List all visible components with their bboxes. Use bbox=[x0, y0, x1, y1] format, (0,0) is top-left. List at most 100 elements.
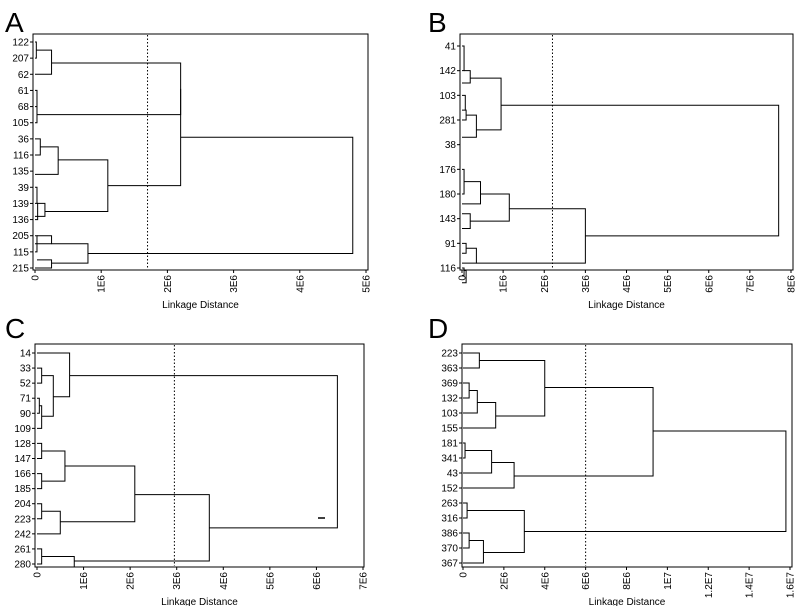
y-tick-label: 280 bbox=[14, 560, 31, 571]
y-tick-label: 39 bbox=[18, 183, 30, 194]
y-tick-label: 132 bbox=[441, 394, 458, 405]
y-tick-label: 103 bbox=[441, 409, 458, 420]
dendrogram-link bbox=[463, 450, 493, 474]
dendrogram-link bbox=[470, 193, 510, 222]
x-tick-label: 0 bbox=[33, 572, 44, 578]
dendrogram-link bbox=[463, 442, 466, 459]
y-tick-label: 205 bbox=[12, 231, 29, 242]
y-tick-label: 142 bbox=[439, 66, 456, 77]
y-tick-label: 207 bbox=[12, 54, 29, 65]
y-tick-label: 139 bbox=[12, 199, 29, 210]
dendrogram-link bbox=[462, 45, 465, 72]
x-tick-label: 6E6 bbox=[581, 572, 592, 590]
y-tick-label: 223 bbox=[441, 349, 458, 360]
y-tick-label: 90 bbox=[20, 409, 32, 420]
x-tick-label: 8E6 bbox=[787, 275, 798, 293]
panel-letter: C bbox=[5, 313, 25, 344]
y-tick-label: 242 bbox=[14, 529, 31, 540]
dendrogram-link bbox=[462, 114, 477, 138]
x-tick-label: 1E6 bbox=[97, 275, 108, 293]
y-tick-label: 71 bbox=[20, 394, 32, 405]
dendrogram-link bbox=[37, 510, 61, 535]
dendrogram-link bbox=[69, 375, 338, 529]
y-tick-label: 68 bbox=[18, 102, 30, 113]
dendrogram-link bbox=[35, 106, 38, 124]
y-tick-label: 386 bbox=[441, 529, 458, 540]
y-tick-label: 215 bbox=[12, 264, 29, 275]
x-tick-label: 5E6 bbox=[265, 572, 276, 590]
dendrogram-link bbox=[41, 375, 54, 417]
y-tick-label: 135 bbox=[12, 167, 29, 178]
dendrogram-link bbox=[501, 104, 780, 237]
x-tick-label: 0 bbox=[459, 572, 470, 578]
dendrogram-link bbox=[462, 168, 465, 195]
y-tick-label: 181 bbox=[441, 439, 458, 450]
x-tick-label: 6E6 bbox=[704, 275, 715, 293]
dendrogram-link bbox=[524, 430, 787, 532]
dendrogram-link bbox=[35, 259, 53, 269]
x-axis-title: Linkage Distance bbox=[162, 300, 239, 311]
x-tick-label: 5E6 bbox=[362, 275, 373, 293]
dendrogram-link bbox=[37, 555, 75, 568]
y-tick-label: 152 bbox=[441, 484, 458, 495]
dendrogram-link bbox=[462, 267, 465, 276]
x-axis-title: Linkage Distance bbox=[161, 597, 238, 606]
y-tick-label: 281 bbox=[439, 116, 456, 127]
y-tick-label: 116 bbox=[440, 264, 456, 275]
x-axis-title: Linkage Distance bbox=[589, 597, 666, 606]
x-tick-label: 8E6 bbox=[622, 572, 633, 590]
y-tick-label: 33 bbox=[20, 364, 32, 375]
x-tick-label: 5E6 bbox=[663, 275, 674, 293]
dendrogram-link bbox=[35, 186, 38, 204]
dendrogram-link bbox=[462, 181, 482, 205]
y-tick-label: 103 bbox=[439, 91, 456, 102]
y-tick-label: 367 bbox=[441, 559, 458, 570]
dendrogram-link bbox=[35, 41, 37, 59]
y-tick-label: 43 bbox=[447, 469, 459, 480]
dendrogram-link bbox=[467, 510, 525, 553]
dendrogram-link bbox=[87, 136, 354, 254]
dendrogram-link bbox=[35, 202, 46, 217]
panel-letter: D bbox=[428, 313, 448, 344]
dendrogram-link bbox=[463, 402, 497, 429]
x-tick-label: 7E6 bbox=[359, 572, 370, 590]
dendrogram-link bbox=[463, 502, 468, 519]
dendrogram-link bbox=[463, 390, 478, 414]
dendrogram-link bbox=[463, 352, 480, 369]
y-tick-label: 36 bbox=[18, 134, 30, 145]
x-tick-label: 2E6 bbox=[499, 572, 510, 590]
dendrogram-link bbox=[37, 548, 43, 565]
y-tick-label: 52 bbox=[20, 379, 32, 390]
y-tick-label: 341 bbox=[441, 454, 458, 465]
x-tick-label: 1.6E7 bbox=[786, 572, 797, 599]
dendrogram-link bbox=[35, 202, 39, 221]
dendrogram-link bbox=[36, 62, 182, 116]
panel-c: C 14 33 52 71 90 109 128 147 166 185 204 223 242 261 28… bbox=[5, 313, 370, 606]
dendrogram-link bbox=[514, 387, 654, 477]
dendrogram-link bbox=[44, 159, 109, 212]
y-tick-label: 176 bbox=[439, 165, 456, 176]
dendrogram-link bbox=[41, 450, 66, 482]
y-tick-label: 136 bbox=[12, 215, 29, 226]
dendrogram-link bbox=[37, 367, 43, 384]
y-tick-label: 143 bbox=[439, 214, 456, 225]
y-tick-label: 185 bbox=[14, 484, 31, 495]
y-tick-label: 204 bbox=[14, 499, 31, 510]
dendrogram-link bbox=[37, 503, 43, 520]
y-tick-label: 180 bbox=[439, 190, 456, 201]
y-tick-label: 41 bbox=[445, 42, 457, 53]
y-tick-label: 363 bbox=[441, 364, 458, 375]
dendrogram-link bbox=[37, 405, 43, 429]
dendrogram-link bbox=[463, 532, 470, 549]
dendrogram-link bbox=[463, 382, 470, 399]
x-tick-label: 1.4E7 bbox=[745, 572, 756, 599]
dendrogram-link bbox=[462, 213, 471, 230]
x-tick-label: 4E6 bbox=[295, 275, 306, 293]
dendrogram-link bbox=[462, 247, 477, 264]
y-tick-label: 128 bbox=[14, 439, 31, 450]
x-tick-label: 7E6 bbox=[745, 275, 756, 293]
dendrogram-link bbox=[35, 49, 53, 75]
y-tick-label: 370 bbox=[441, 544, 458, 555]
